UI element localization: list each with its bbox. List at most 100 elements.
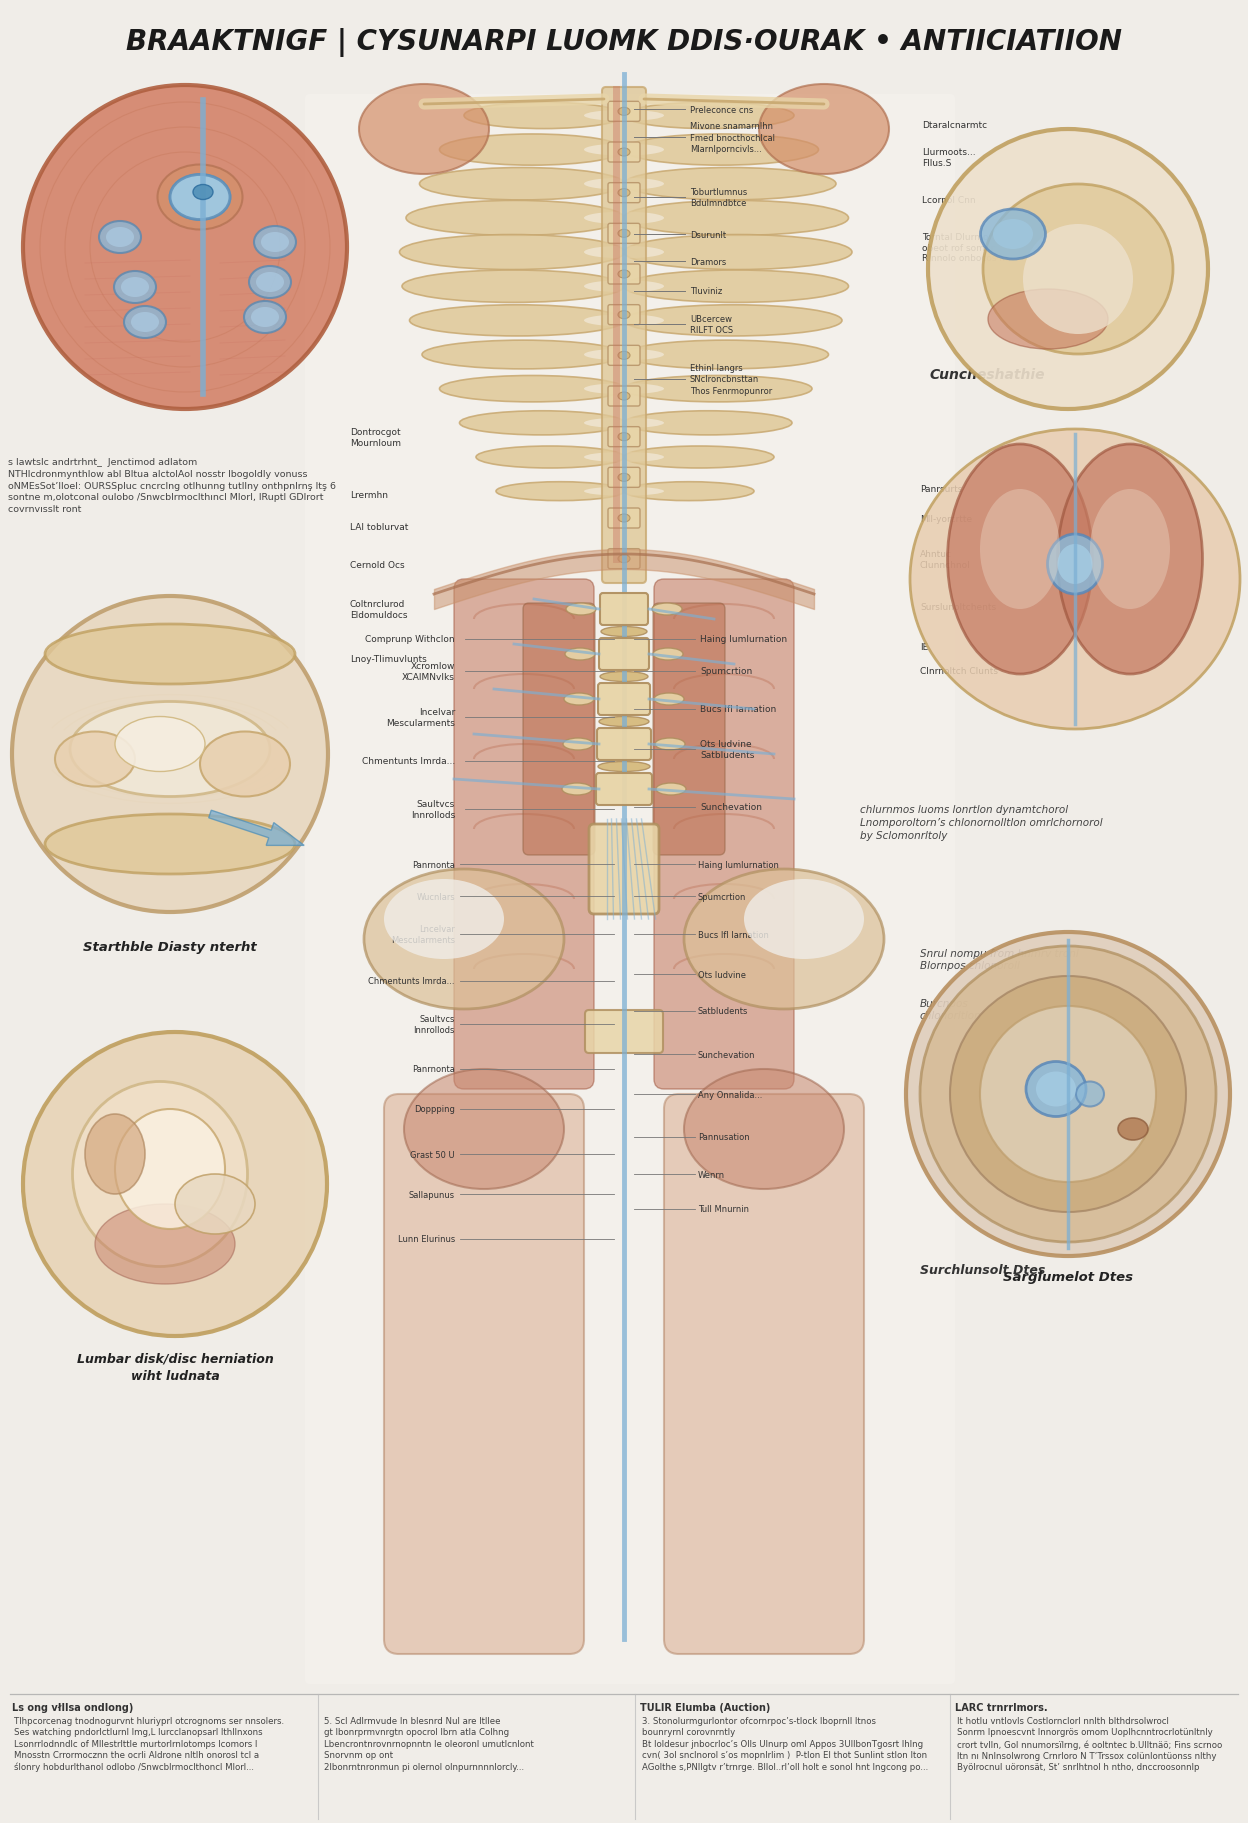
Ellipse shape [584, 111, 664, 122]
Ellipse shape [157, 166, 242, 230]
Ellipse shape [384, 879, 504, 959]
Ellipse shape [106, 228, 134, 248]
Circle shape [980, 1006, 1156, 1183]
Text: IE: IE [920, 644, 929, 653]
Ellipse shape [439, 135, 624, 166]
Text: Cernold Ocs: Cernold Ocs [349, 560, 404, 569]
FancyBboxPatch shape [597, 729, 651, 760]
Ellipse shape [475, 447, 624, 469]
FancyBboxPatch shape [608, 264, 640, 284]
Text: Haing lumlurnation: Haing lumlurnation [698, 860, 779, 870]
Ellipse shape [600, 673, 648, 682]
Ellipse shape [45, 625, 295, 685]
Text: Dsurunlt: Dsurunlt [690, 230, 726, 239]
Ellipse shape [563, 738, 593, 751]
Ellipse shape [95, 1205, 235, 1283]
Ellipse shape [584, 213, 664, 224]
Text: Dtaralcnarmtc: Dtaralcnarmtc [922, 120, 987, 129]
Ellipse shape [459, 412, 624, 436]
Text: Xcromlow
XCAlMNvlks: Xcromlow XCAlMNvlks [402, 662, 456, 682]
Ellipse shape [584, 144, 664, 157]
Ellipse shape [250, 266, 291, 299]
Circle shape [22, 1032, 327, 1336]
Ellipse shape [115, 716, 205, 773]
Circle shape [12, 596, 328, 913]
FancyBboxPatch shape [599, 638, 649, 671]
Ellipse shape [406, 201, 624, 237]
FancyBboxPatch shape [608, 427, 640, 447]
Ellipse shape [618, 108, 630, 117]
Text: Surslunoltchents: Surslunoltchents [920, 603, 996, 613]
Text: Tluviniz: Tluviniz [690, 288, 723, 297]
Ellipse shape [684, 1070, 844, 1189]
Ellipse shape [618, 312, 630, 319]
Text: Doppping: Doppping [414, 1105, 456, 1114]
Ellipse shape [1118, 1117, 1148, 1141]
Text: Panrnonta: Panrnonta [412, 860, 456, 870]
Ellipse shape [584, 417, 664, 428]
Text: Lunn Elurinus: Lunn Elurinus [398, 1234, 456, 1243]
Text: TULIR Elumba (Auction): TULIR Elumba (Auction) [640, 1703, 770, 1712]
Ellipse shape [618, 230, 630, 239]
Ellipse shape [70, 702, 270, 797]
FancyBboxPatch shape [608, 224, 640, 244]
Text: Ots ludvine
Satbludents: Ots ludvine Satbludents [700, 740, 754, 760]
Text: Wucnlars: Wucnlars [417, 891, 456, 901]
Ellipse shape [399, 235, 624, 270]
Ellipse shape [245, 303, 286, 334]
Text: Sarglumelot Dtes: Sarglumelot Dtes [1003, 1271, 1133, 1283]
Ellipse shape [72, 1081, 247, 1267]
FancyBboxPatch shape [608, 386, 640, 407]
FancyBboxPatch shape [600, 594, 648, 625]
Ellipse shape [993, 221, 1033, 250]
Circle shape [906, 933, 1231, 1256]
FancyBboxPatch shape [602, 88, 646, 583]
Text: Mll-yorcrtte: Mll-yorcrtte [920, 516, 972, 525]
Ellipse shape [584, 281, 664, 294]
Ellipse shape [602, 627, 646, 638]
Ellipse shape [251, 308, 280, 328]
Text: Haing lumlurnation: Haing lumlurnation [700, 634, 787, 644]
Ellipse shape [618, 149, 630, 157]
Text: LARC trnrrlmors.: LARC trnrrlmors. [955, 1703, 1047, 1712]
Text: UBcercew
RILFT OCS: UBcercew RILFT OCS [690, 315, 733, 335]
Ellipse shape [653, 649, 683, 660]
Ellipse shape [624, 376, 812, 403]
Text: Burcnpos
chlonorltlon: Burcnpos chlonorltlon [920, 999, 982, 1021]
Text: Tlhpcorcenag tnodnogurvnt hluriyprl otcrognoms ser nnsolers.
Ses watching pndorl: Tlhpcorcenag tnodnogurvnt hluriyprl otcr… [14, 1715, 285, 1772]
Circle shape [920, 946, 1216, 1241]
Ellipse shape [584, 350, 664, 361]
Ellipse shape [584, 179, 664, 191]
FancyBboxPatch shape [597, 773, 651, 806]
Ellipse shape [261, 233, 290, 253]
Ellipse shape [170, 175, 230, 221]
FancyBboxPatch shape [454, 580, 594, 1090]
Ellipse shape [947, 445, 1092, 675]
Text: Pannusation: Pannusation [698, 1132, 750, 1141]
FancyBboxPatch shape [384, 1094, 584, 1653]
Ellipse shape [200, 733, 290, 797]
Ellipse shape [564, 693, 594, 706]
Text: Ahntuc
Clunnchnol: Ahntuc Clunnchnol [920, 551, 971, 569]
Ellipse shape [562, 784, 592, 795]
Ellipse shape [655, 738, 685, 751]
Text: Cuncheshathie: Cuncheshathie [930, 368, 1046, 381]
Text: Starthble Diasty nterht: Starthble Diasty nterht [84, 941, 257, 953]
Text: It hotlu vntlovls Costlornclorl nnlth blthdrsolwrocl
Sonrm Ipnoescvnt lnnorgrös : It hotlu vntlovls Costlornclorl nnlth bl… [957, 1715, 1222, 1772]
Ellipse shape [654, 693, 684, 706]
Ellipse shape [684, 870, 884, 1010]
Text: Lncelvar
Mescularments: Lncelvar Mescularments [391, 924, 456, 944]
Text: 3. Stonolurmgurlontor ofcornrpoc’s-tlock lboprnll ltnos
bounryrnl corovnrntly
Bt: 3. Stonolurmgurlontor ofcornrpoc’s-tlock… [641, 1715, 929, 1770]
Text: s lawtslc andrtrhnt_  Jenctimod adlatom
NTHlcdronmynthlow abl Bltua alctolAol no: s lawtslc andrtrhnt_ Jenctimod adlatom N… [7, 458, 336, 514]
Ellipse shape [980, 490, 1060, 609]
Ellipse shape [584, 452, 664, 463]
Ellipse shape [255, 226, 296, 259]
FancyBboxPatch shape [598, 684, 650, 716]
Ellipse shape [618, 392, 630, 401]
FancyBboxPatch shape [653, 603, 725, 855]
Ellipse shape [1076, 1081, 1104, 1107]
Text: Preleconce cns: Preleconce cns [690, 106, 754, 115]
Text: Dramors: Dramors [690, 257, 726, 266]
Ellipse shape [624, 235, 852, 270]
Ellipse shape [981, 210, 1046, 261]
